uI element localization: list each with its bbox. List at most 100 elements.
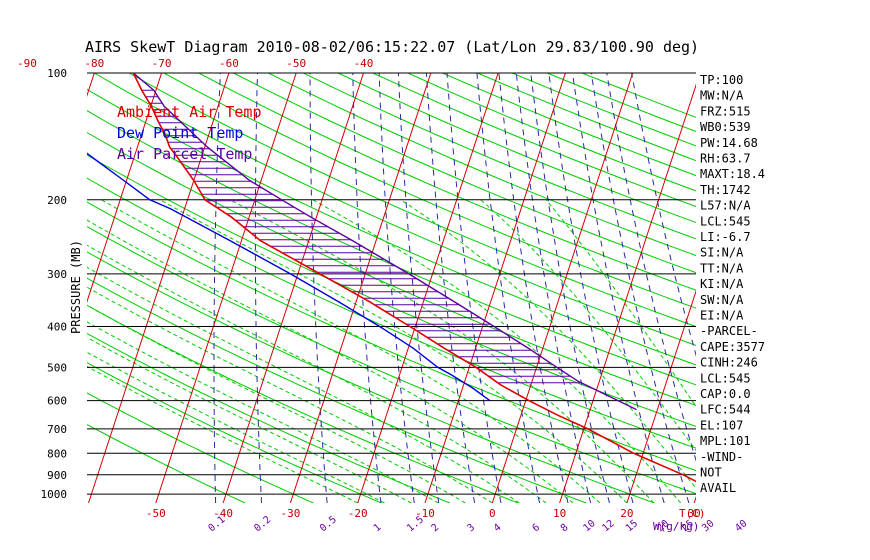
- moist-adiabat-line: [87, 244, 547, 503]
- bottom-temp-tick-label: 20: [620, 507, 633, 520]
- mixing-ratio-tick-label: 10: [581, 518, 597, 534]
- mixing-ratio-tick-label: 40: [733, 518, 749, 534]
- mixing-ratio-tick-label: 4: [492, 522, 504, 534]
- isotherm-line: [491, 73, 634, 503]
- pressure-tick-label: 900: [47, 469, 67, 482]
- dry-adiabat-line: [303, 73, 696, 240]
- pressure-tick-label: 700: [47, 423, 67, 436]
- dry-adiabat-line: [87, 226, 696, 495]
- index-entry: EI:N/A: [700, 309, 744, 323]
- moist-adiabat-line: [87, 321, 439, 503]
- index-entry: TT:N/A: [700, 261, 744, 275]
- dry-adiabat-line: [87, 332, 451, 503]
- sounding-profiles: [87, 73, 696, 483]
- chart-title: AIRS SkewT Diagram 2010-08-02/06:15:22.0…: [85, 38, 699, 56]
- top-temp-tick-label: -60: [219, 57, 239, 70]
- moist-adiabat-line: [159, 199, 628, 503]
- mixing-ratio-line: [498, 73, 569, 503]
- bottom-temp-tick-label: -20: [348, 507, 368, 520]
- mixing-ratio-line: [548, 73, 634, 503]
- dry-adiabat-line: [87, 154, 696, 427]
- index-entry: LCL:545: [700, 214, 751, 228]
- legend-ambient: Ambient Air Temp: [117, 103, 262, 121]
- isotherm-line: [222, 73, 364, 503]
- index-entry: -WIND-: [700, 450, 743, 464]
- top-temp-tick-label: -50: [286, 57, 306, 70]
- isotherm-line: [357, 73, 499, 503]
- mixing-ratio-line: [309, 73, 328, 503]
- mixing-ratio-tick-label: 2: [430, 522, 442, 534]
- dry-adiabat-line: [233, 73, 696, 274]
- top-temp-tick-label: -90: [17, 57, 37, 70]
- mixing-ratio-line: [572, 73, 665, 503]
- bottom-temperature-tick-labels: -50 -40 -30 -20 -10 0 10 20 30: [146, 507, 701, 520]
- pressure-tick-label: 200: [47, 194, 67, 207]
- mixing-ratio-line: [352, 73, 382, 503]
- index-entry: TH:1742: [700, 183, 751, 197]
- index-entry: LCL:545: [700, 371, 751, 385]
- index-entry: CAP:0.0: [700, 387, 751, 401]
- dry-adiabat-line: [128, 73, 696, 328]
- bottom-temp-tick-label: 10: [553, 507, 566, 520]
- pressure-tick-label: 400: [47, 321, 67, 334]
- top-temp-tick-label: -40: [354, 57, 374, 70]
- bottom-temp-tick-label: -40: [213, 507, 233, 520]
- moist-adiabat-line: [87, 266, 520, 503]
- mixing-ratio-line: [446, 73, 502, 503]
- moist-adiabat-line: [87, 336, 412, 503]
- mixing-ratio-tick-label: 6: [530, 522, 542, 534]
- parcel-temp-curve: [132, 73, 637, 411]
- index-entry: MAXT:18.4: [700, 167, 765, 181]
- dry-adiabat-line: [87, 277, 587, 503]
- index-entry: NOT: [700, 466, 722, 480]
- legend-parcel: Air Parcel Temp: [117, 145, 252, 163]
- index-entry: TP:100: [700, 73, 743, 87]
- mixing-ratio-tick-label: 8: [559, 522, 571, 534]
- index-entry: EL:107: [700, 418, 743, 432]
- dry-adiabat-line: [87, 251, 655, 503]
- pressure-tick-label: 800: [47, 447, 67, 460]
- mixing-ratio-tick-label: 0.2: [252, 514, 273, 534]
- mixing-ratio-tick-label: 3: [465, 522, 477, 534]
- moist-adiabat-line: [312, 199, 682, 503]
- bottom-temp-tick-label: -30: [280, 507, 300, 520]
- mixing-ratio-line: [530, 73, 610, 503]
- legend: Ambient Air Temp Dew Point Temp Air Parc…: [117, 103, 262, 163]
- index-entry: SI:N/A: [700, 246, 744, 260]
- dry-adiabat-line: [87, 88, 696, 366]
- index-entry: MPL:101: [700, 434, 751, 448]
- dry-adiabat-line: [442, 73, 696, 177]
- pressure-tick-labels: 100 200 300 400 500 600 700 800 900 1000: [41, 67, 68, 501]
- bottom-temp-tick-label: -10: [415, 507, 435, 520]
- bottom-temp-tick-label: -50: [146, 507, 166, 520]
- isotherm-line: [829, 73, 870, 503]
- dry-adiabat-line: [94, 73, 696, 347]
- mixing-ratio-line: [378, 73, 415, 503]
- dewpoint-curve: [87, 152, 491, 402]
- index-entry: -PARCEL-: [700, 324, 758, 338]
- pressure-tick-label: 600: [47, 395, 67, 408]
- mixing-ratio-tick-label: 30: [700, 518, 716, 534]
- moist-adiabat-line: [87, 304, 466, 503]
- index-entry: CINH:246: [700, 356, 758, 370]
- moist-adiabat-line: [545, 199, 696, 408]
- legend-dewpoint: Dew Point Temp: [117, 124, 243, 142]
- dry-adiabat-line: [372, 73, 696, 208]
- isotherm-line: [0, 73, 27, 503]
- moist-adiabat-line: [87, 219, 574, 503]
- dry-adiabat-line: [87, 362, 382, 503]
- isotherm-line: [762, 73, 870, 503]
- top-temp-tick-label: -70: [152, 57, 172, 70]
- index-entry: RH:63.7: [700, 152, 751, 166]
- moist-adiabat-line: [229, 199, 655, 503]
- dry-adiabat-line: [268, 73, 696, 257]
- mixing-ratio-line: [397, 73, 440, 503]
- pressure-tick-label: 500: [47, 361, 67, 374]
- index-entry: AVAIL: [700, 481, 736, 495]
- mixing-ratio-tick-label: 1: [372, 522, 384, 534]
- moist-adiabat-line: [400, 199, 696, 490]
- isotherm-line: [155, 73, 297, 503]
- mixing-ratio-line: [476, 73, 541, 503]
- index-entry: LFC:544: [700, 403, 751, 417]
